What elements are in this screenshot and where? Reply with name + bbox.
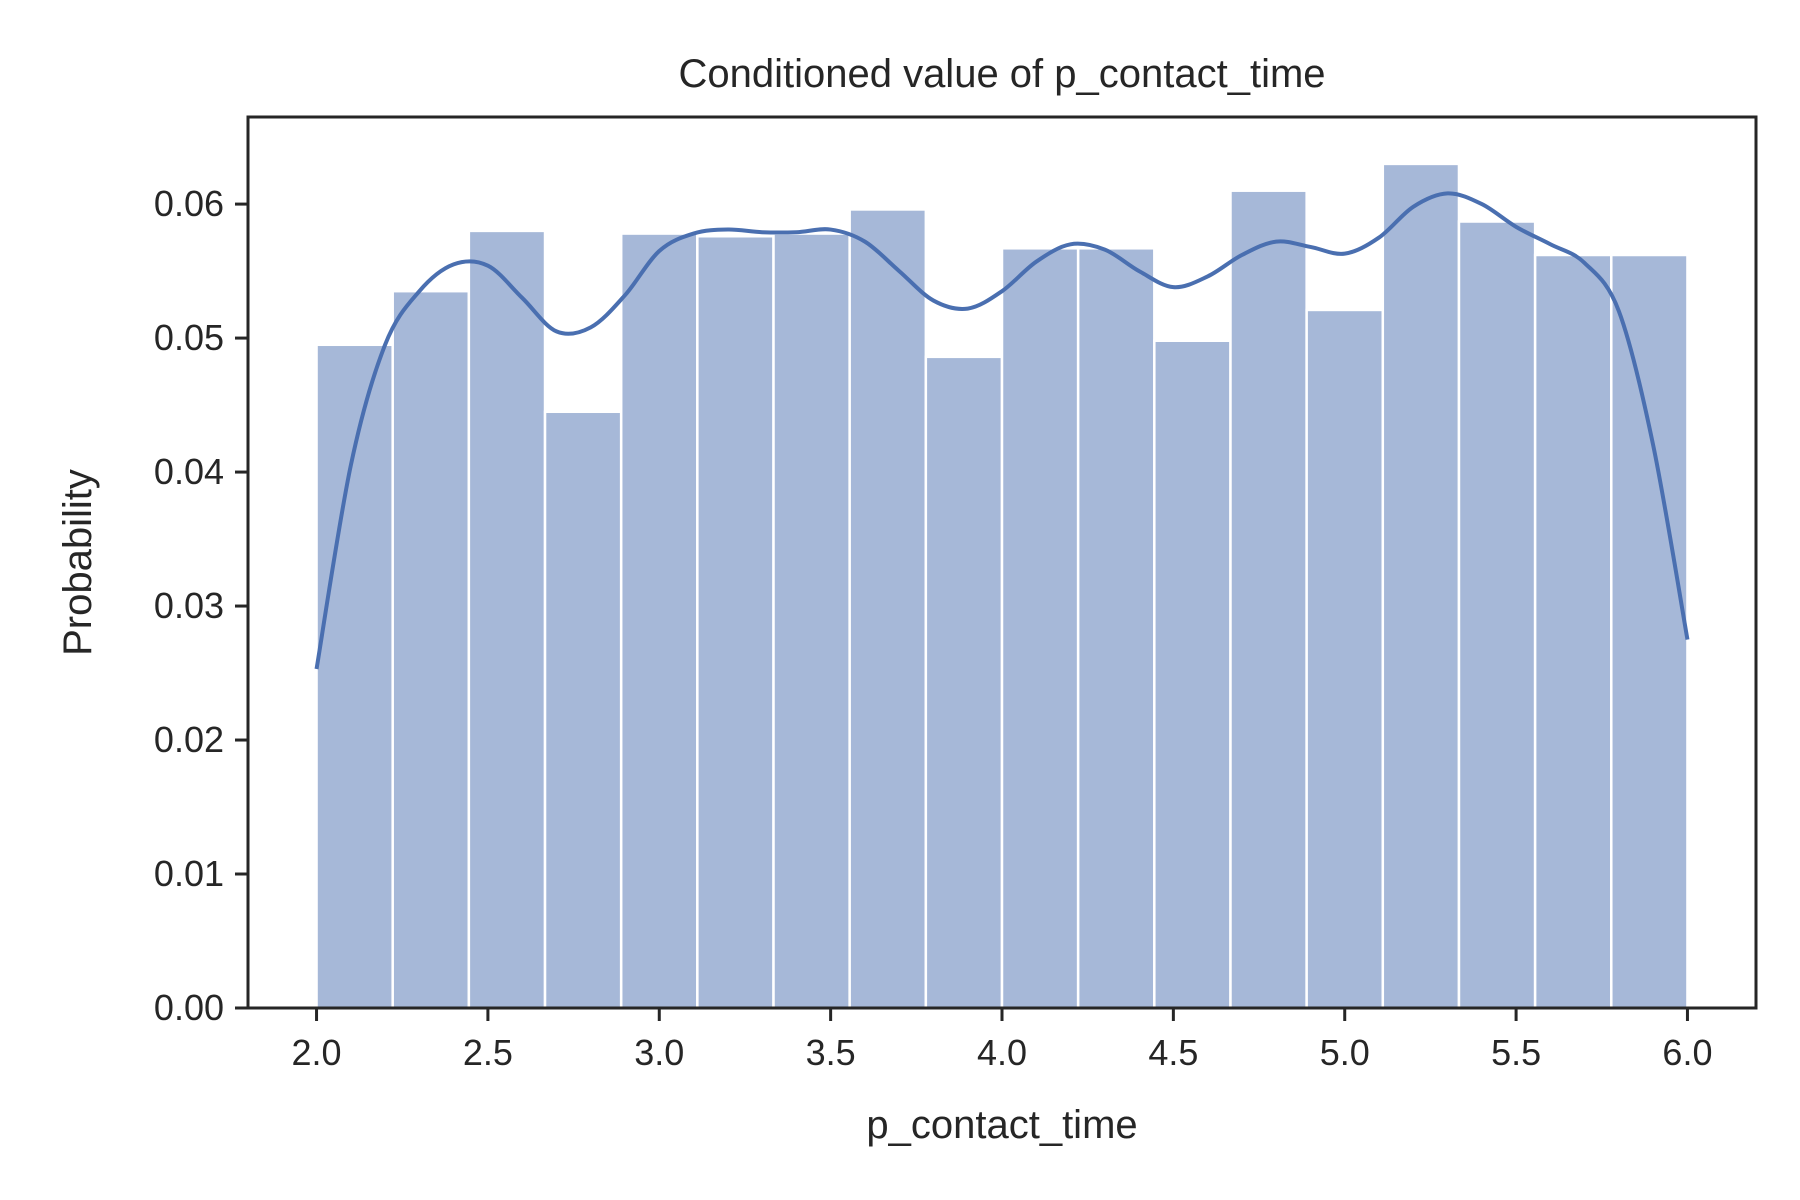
x-tick-label: 3.5 [806, 1032, 856, 1073]
histogram-bar [924, 355, 1004, 1010]
y-tick-label: 0.02 [154, 719, 224, 760]
histogram-bar [619, 232, 699, 1010]
x-tick-label: 5.5 [1491, 1032, 1541, 1073]
y-tick-label: 0.06 [154, 183, 224, 224]
histogram-bar [1457, 220, 1537, 1010]
histogram-bar [391, 289, 471, 1010]
y-tick-label: 0.04 [154, 451, 224, 492]
histogram-bar [1076, 247, 1156, 1010]
histogram-bar [1305, 308, 1385, 1010]
histogram-bar [1229, 189, 1308, 1010]
kde-layer [314, 191, 1690, 670]
y-tick-label: 0.03 [154, 585, 224, 626]
y-ticks: 0.00 0.01 0.02 0.03 0.04 0.05 0.06 [154, 183, 248, 1028]
y-tick-label: 0.05 [154, 317, 224, 358]
histogram-bar [1000, 247, 1080, 1010]
histogram-bar [772, 232, 851, 1010]
x-tick-label: 2.5 [463, 1032, 513, 1073]
kde-line [314, 191, 1690, 670]
histogram-bar [1533, 253, 1613, 1010]
histogram-bar [1610, 253, 1689, 1010]
y-tick-label: 0.01 [154, 853, 224, 894]
y-axis-label: Probability [56, 469, 100, 656]
histogram-bar [467, 229, 547, 1010]
histogram-bar [696, 234, 775, 1010]
x-axis-label: p_contact_time [866, 1103, 1137, 1147]
histogram-bar [1381, 162, 1461, 1010]
x-tick-label: 4.5 [1148, 1032, 1198, 1073]
x-tick-label: 3.0 [634, 1032, 684, 1073]
x-tick-label: 4.0 [977, 1032, 1027, 1073]
chart-title: Conditioned value of p_contact_time [678, 52, 1325, 96]
y-tick-label: 0.00 [154, 987, 224, 1028]
histogram-bar [1153, 339, 1232, 1010]
x-tick-label: 6.0 [1662, 1032, 1712, 1073]
x-tick-label: 2.0 [292, 1032, 342, 1073]
bars-layer [315, 162, 1689, 1010]
x-ticks: 2.0 2.5 3.0 3.5 4.0 4.5 5.0 5.5 6.0 [292, 1008, 1712, 1073]
histogram-bar [543, 410, 623, 1010]
histogram-bar [848, 208, 928, 1010]
x-tick-label: 5.0 [1320, 1032, 1370, 1073]
